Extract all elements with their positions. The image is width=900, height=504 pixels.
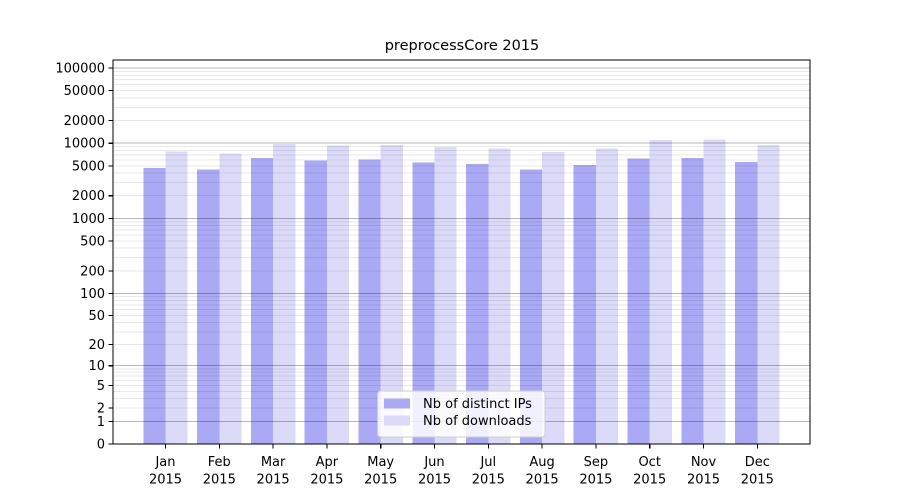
bar-nb-of-distinct-ips-mar [250, 157, 274, 445]
y-tick-label: 200 [80, 264, 105, 279]
bar-nb-of-distinct-ips-jul [466, 163, 489, 444]
legend-swatch-nb-of-downloads [384, 415, 410, 426]
legend: Nb of distinct IPs Nb of downloads [377, 390, 546, 438]
bar-nb-of-downloads-aug [542, 151, 565, 444]
bar-nb-of-downloads-may [380, 145, 403, 444]
x-tick-label-month: Feb [208, 455, 231, 470]
y-tick-label: 1 [97, 415, 105, 430]
y-tick-label: 10 [88, 359, 105, 374]
bar-nb-of-downloads-apr [326, 145, 350, 444]
x-tick-label-year: 2015 [472, 473, 505, 488]
x-tick-label-month: Mar [261, 455, 286, 470]
gridlines-layer [113, 67, 810, 422]
legend-label-nb-of-downloads: Nb of downloads [423, 414, 532, 429]
x-tick-label-year: 2015 [579, 473, 612, 488]
y-tick-label: 2 [97, 402, 105, 417]
x-tick-label-year: 2015 [687, 473, 720, 488]
legend-swatch-nb-of-distinct-ips [384, 398, 410, 409]
y-tick-label: 5 [97, 379, 105, 394]
x-tick-label-year: 2015 [364, 473, 397, 488]
x-tick-label-year: 2015 [149, 473, 182, 488]
x-tick-label-year: 2015 [310, 473, 343, 488]
bar-nb-of-downloads-mar [273, 143, 296, 444]
x-tick-label-month: Sep [584, 455, 609, 470]
bar-nb-of-downloads-nov [703, 139, 726, 444]
x-tick-label-month: Apr [316, 455, 339, 470]
x-tick-label-year: 2015 [203, 473, 236, 488]
x-tick-label-month: Oct [638, 455, 660, 470]
y-tick-label: 50000 [64, 84, 105, 99]
bar-nb-of-distinct-ips-oct [627, 158, 650, 444]
y-tick-label: 1000 [72, 212, 105, 227]
x-tick-label-year: 2015 [633, 473, 666, 488]
y-tick-label: 500 [80, 235, 105, 250]
y-tick-label: 20 [88, 338, 105, 353]
x-tick-label-month: Dec [745, 455, 770, 470]
y-tick-label: 20000 [64, 114, 105, 129]
y-tick-label: 100 [80, 287, 105, 302]
bar-nb-of-distinct-ips-dec [735, 161, 758, 445]
bar-nb-of-downloads-feb [219, 153, 242, 444]
y-tick-label: 50 [88, 309, 105, 324]
y-tick-label: 0 [97, 438, 105, 453]
x-tick-label-month: Jan [154, 455, 175, 470]
x-tick-label-month: Jun [423, 455, 444, 470]
bar-nb-of-downloads-sep [595, 148, 619, 444]
chart-title: preprocessCore 2015 [385, 38, 540, 54]
bar-nb-of-distinct-ips-nov [681, 158, 704, 444]
y-tick-label: 5000 [72, 159, 105, 174]
x-tick-label-year: 2015 [526, 473, 559, 488]
bar-nb-of-downloads-jan [165, 151, 188, 444]
x-tick-label-year: 2015 [418, 473, 451, 488]
legend-box [377, 390, 546, 438]
bars-layer [143, 139, 780, 445]
x-tick-label-month: Aug [529, 455, 554, 470]
legend-label-nb-of-distinct-ips: Nb of distinct IPs [423, 397, 532, 412]
bar-nb-of-downloads-jul [488, 148, 511, 445]
bar-nb-of-downloads-oct [649, 140, 672, 444]
bar-nb-of-downloads-jun [434, 147, 457, 444]
bar-nb-of-distinct-ips-sep [573, 165, 596, 444]
plot-frame [112, 59, 811, 445]
y-tick-label: 100000 [55, 62, 105, 77]
bar-nb-of-downloads-dec [757, 145, 780, 444]
x-tick-label-month: May [367, 455, 394, 470]
x-tick-label-month: Nov [691, 455, 717, 470]
axes-layer: 0 12 5 10 20 50 100 200 500 1000 2000 5000 10000 2000… [55, 59, 811, 488]
x-tick-label-year: 2015 [257, 473, 290, 488]
bar-nb-of-distinct-ips-apr [304, 160, 327, 444]
bar-nb-of-distinct-ips-may [358, 159, 381, 445]
bar-nb-of-distinct-ips-jun [412, 162, 435, 444]
bar-nb-of-distinct-ips-feb [197, 169, 220, 445]
y-tick-label: 2000 [72, 189, 105, 204]
bar-nb-of-distinct-ips-aug [519, 169, 543, 445]
x-tick-label-year: 2015 [741, 473, 774, 488]
y-tick-label: 10000 [64, 137, 105, 152]
bar-nb-of-distinct-ips-jan [143, 167, 166, 444]
x-tick-label-month: Jul [479, 455, 496, 470]
